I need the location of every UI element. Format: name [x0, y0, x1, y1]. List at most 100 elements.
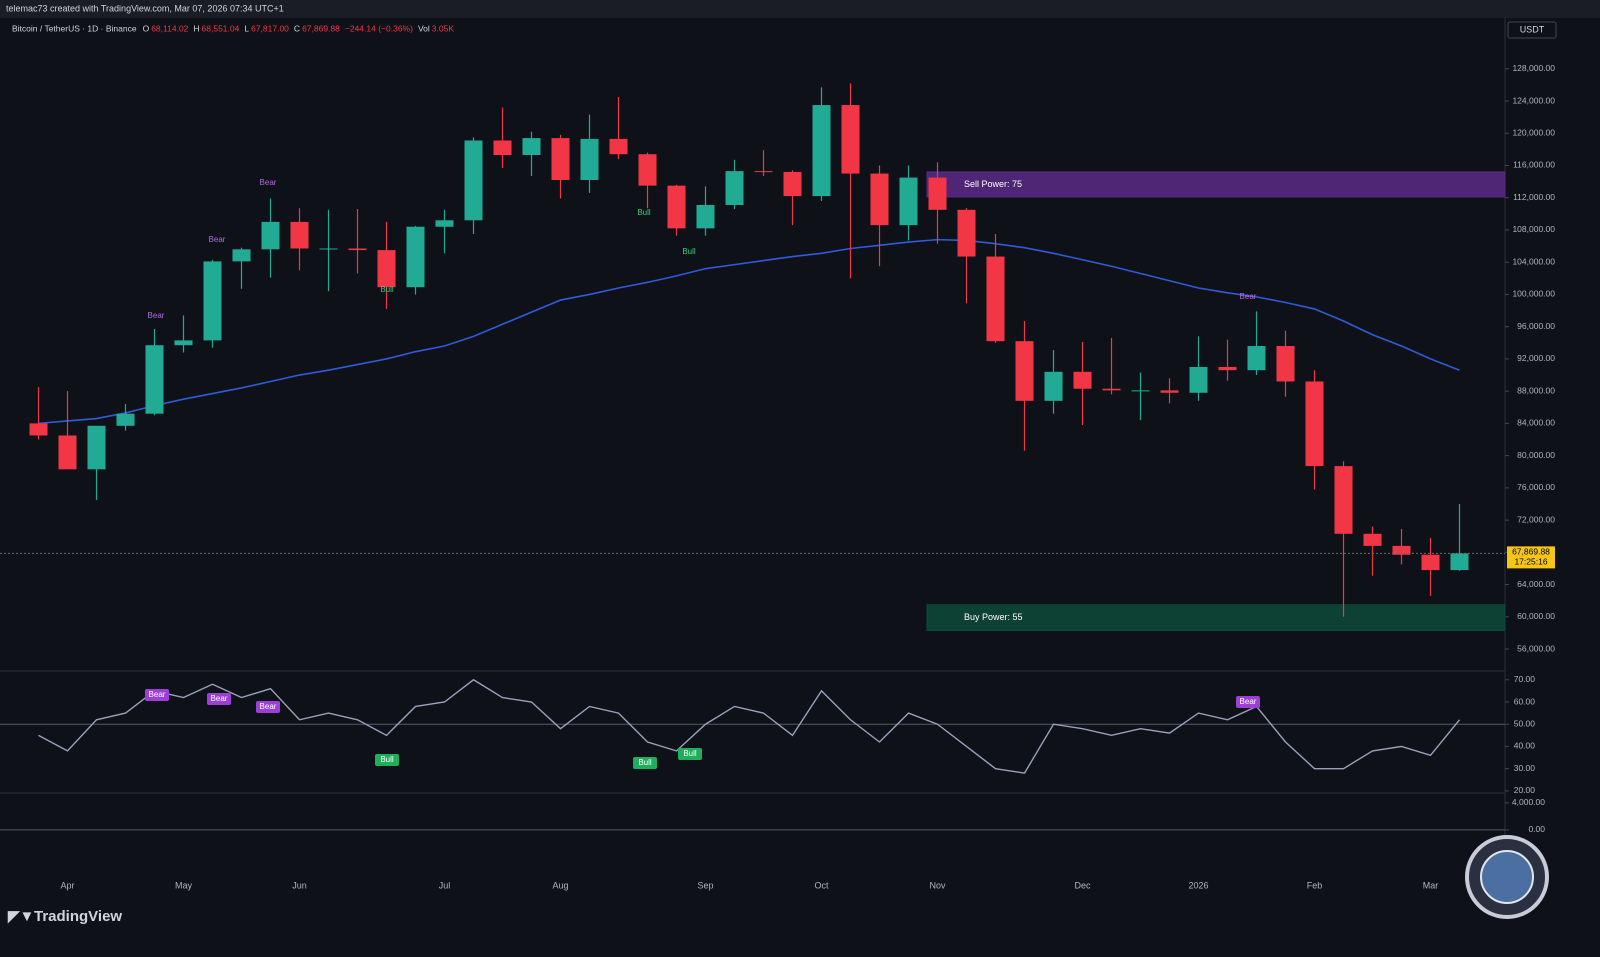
candle-body: [1276, 346, 1295, 382]
candle-body: [1392, 545, 1411, 555]
candle-body: [812, 105, 831, 197]
macd-tick-label: 0.00: [1528, 824, 1545, 834]
volume-key: Vol: [418, 23, 430, 33]
rsi-signal-label: Bull: [380, 755, 394, 764]
legend: Bitcoin / TetherUS · 1D · Binance O 68,114…: [12, 23, 454, 33]
candle-body: [348, 248, 367, 251]
candle-body: [1044, 371, 1063, 401]
ohlc-key: C: [294, 23, 300, 33]
candle-body: [1334, 466, 1353, 534]
candle-body: [1073, 371, 1092, 389]
y-tick-label: 76,000.00: [1517, 482, 1555, 492]
moving-average: [38, 238, 1460, 425]
signal-label: Bear: [260, 178, 277, 187]
candle-body: [232, 249, 251, 262]
candle-body: [1189, 366, 1208, 393]
rsi-tick-label: 70.00: [1514, 674, 1536, 684]
brand-mark: ◤▼: [7, 908, 34, 925]
last-price-label: 67,869.88: [1512, 547, 1550, 557]
signal-badge: [375, 754, 399, 766]
candle-body: [667, 185, 686, 229]
brand: TradingView: [34, 908, 122, 925]
x-tick-label: Jun: [292, 880, 307, 890]
candle-body: [580, 138, 599, 180]
logo-coin-inner: [1480, 850, 1534, 904]
signal-badge: [145, 689, 169, 701]
currency: USDT: [1520, 24, 1545, 34]
rsi-signal-label: Bull: [638, 758, 652, 767]
rsi-signal-label: Bear: [1240, 697, 1257, 706]
signal-label: Bull: [637, 208, 651, 217]
x-tick-label: Sep: [697, 880, 713, 890]
rsi-signal-label: Bear: [149, 690, 166, 699]
change: −244.14 (−0.36%): [345, 23, 413, 33]
x-tick-label: Feb: [1307, 880, 1323, 890]
candle-body: [435, 220, 454, 227]
candle-body: [377, 250, 396, 288]
candle-body: [725, 171, 744, 205]
candle-body: [319, 248, 338, 250]
y-tick-label: 64,000.00: [1517, 579, 1555, 589]
candle-body: [1305, 381, 1324, 467]
y-tick-label: 124,000.00: [1512, 95, 1555, 105]
zone-label: Sell Power: 75: [964, 179, 1022, 189]
rsi-signal-label: Bear: [211, 694, 228, 703]
candle-body: [290, 221, 309, 249]
ohlc-key: L: [244, 23, 249, 33]
candle-body: [145, 345, 164, 414]
y-tick-label: 104,000.00: [1512, 256, 1555, 266]
x-tick-label: Oct: [814, 880, 829, 890]
rsi-line: [38, 678, 1461, 774]
signal-badge: [207, 693, 231, 705]
candle-body: [1450, 553, 1469, 571]
candle-body: [841, 105, 860, 174]
candle-body: [783, 171, 802, 197]
volume-value: 3.05K: [432, 23, 455, 33]
x-tick-label: Jul: [439, 880, 451, 890]
x-tick-label: Dec: [1074, 880, 1091, 890]
candle-body: [1015, 341, 1034, 401]
signal-label: Bear: [209, 235, 226, 244]
signal-badge: [1236, 696, 1260, 708]
signal-badge: [633, 757, 657, 769]
candle-body: [406, 226, 425, 288]
zone-label: Buy Power: 55: [964, 612, 1023, 622]
candle-body: [1160, 390, 1179, 393]
candle-body: [203, 261, 222, 341]
candle-body: [116, 413, 135, 426]
signal-label: Bull: [380, 285, 394, 294]
candle-body: [1247, 346, 1266, 371]
y-tick-label: 88,000.00: [1517, 385, 1555, 395]
ohlc-value: 67,817.00: [251, 23, 289, 33]
x-tick-label: Aug: [552, 880, 568, 890]
rsi-tick-label: 50.00: [1514, 718, 1536, 728]
candle-body: [464, 140, 483, 221]
ohlc-key: O: [143, 23, 150, 33]
candle-body: [1218, 366, 1237, 371]
x-tick-label: May: [175, 880, 193, 890]
signal-label: Bear: [1240, 292, 1257, 301]
y-tick-label: 128,000.00: [1512, 63, 1555, 73]
y-tick-label: 108,000.00: [1512, 224, 1555, 234]
candle-body: [58, 435, 77, 470]
rsi-signal-label: Bull: [683, 749, 697, 758]
currency-box: [1507, 21, 1557, 39]
rsi-tick-label: 40.00: [1514, 741, 1536, 751]
y-tick-label: 80,000.00: [1517, 450, 1555, 460]
rsi-tick-label: 30.00: [1514, 763, 1536, 773]
y-tick-label: 112,000.00: [1513, 192, 1555, 202]
rsi-tick-label: 20.00: [1514, 785, 1536, 795]
ohlc-value: 68,114.02: [151, 23, 188, 33]
signal-badge: [678, 748, 702, 760]
candle-body: [261, 221, 280, 250]
candle-body: [754, 171, 773, 173]
candle-body: [928, 177, 947, 210]
candle-body: [551, 138, 570, 180]
candle-body: [696, 204, 715, 229]
candle-body: [1363, 533, 1382, 546]
y-tick-label: 96,000.00: [1517, 321, 1555, 331]
y-tick-label: 72,000.00: [1517, 514, 1555, 524]
candle-body: [1131, 390, 1150, 392]
